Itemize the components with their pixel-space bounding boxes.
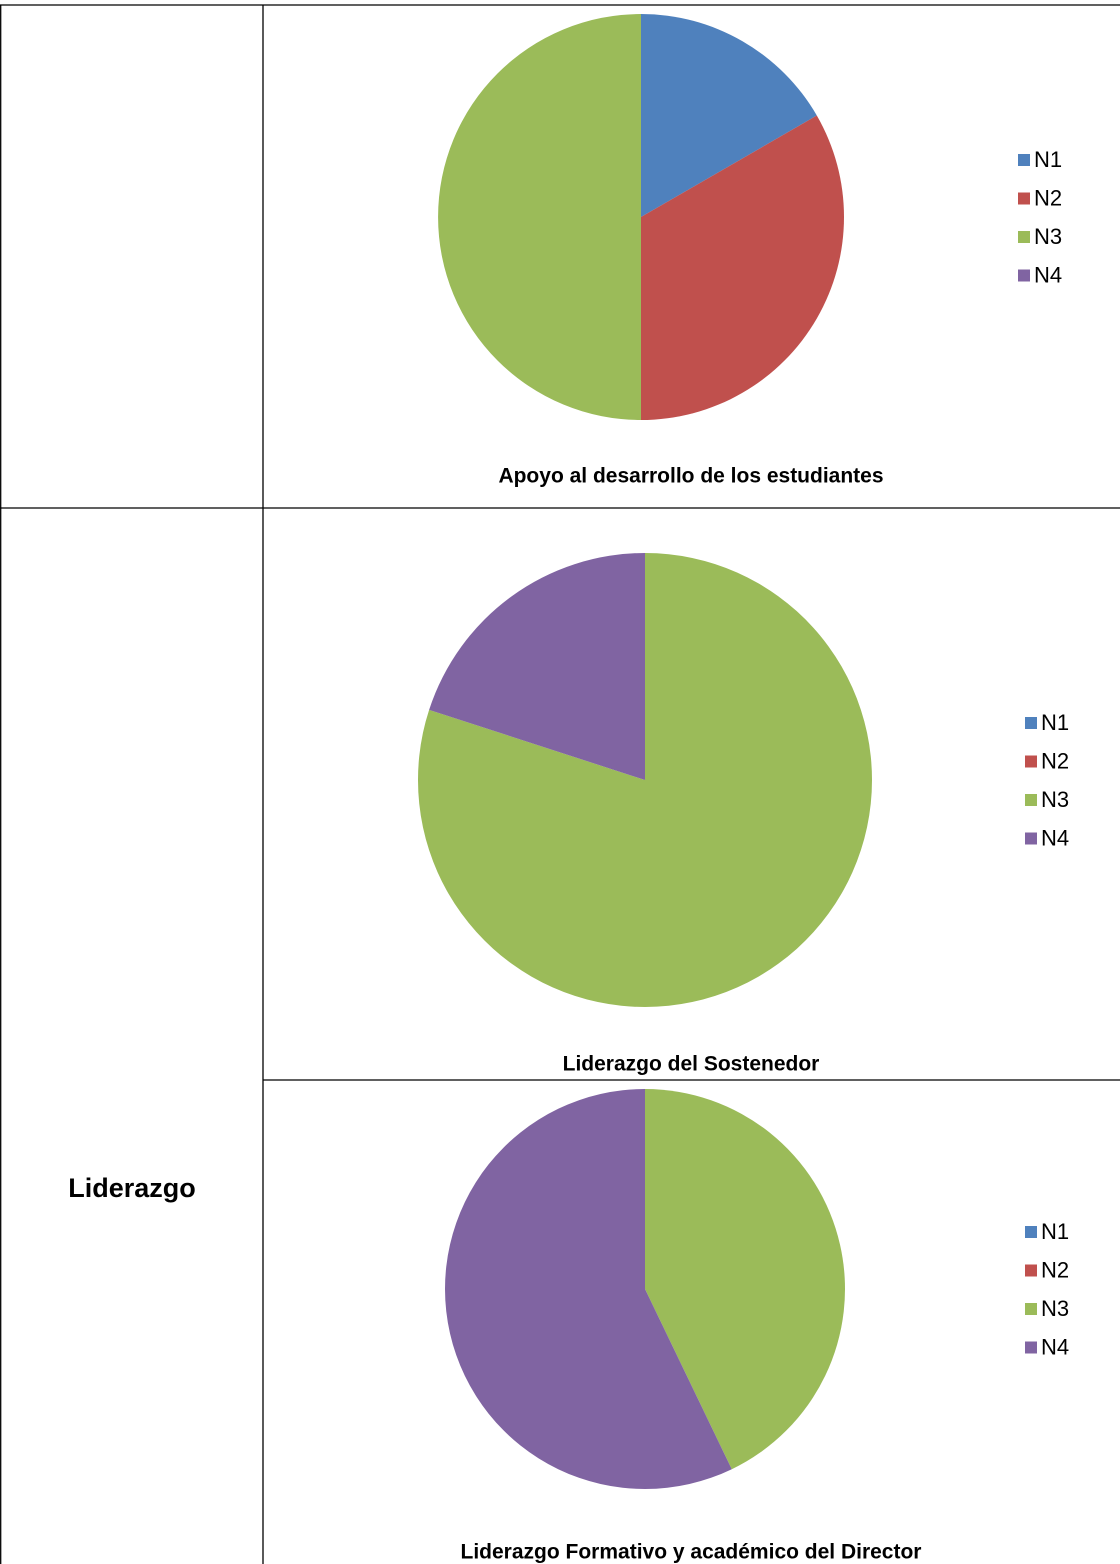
pie-slice xyxy=(438,14,641,420)
pie-slice xyxy=(444,1089,732,1489)
legend-label: N2 xyxy=(1034,185,1062,210)
legend-label: N3 xyxy=(1034,224,1062,249)
legend-swatch xyxy=(1025,717,1037,729)
legend-label: N4 xyxy=(1041,1334,1069,1359)
pie-slice xyxy=(429,553,645,780)
chart-title: Apoyo al desarrollo de los estudiantes xyxy=(498,465,883,488)
legend-label: N4 xyxy=(1034,262,1062,287)
legend-label: N4 xyxy=(1041,825,1069,850)
pie-slice xyxy=(641,14,817,217)
legend-label: N1 xyxy=(1034,147,1062,172)
chart-title: Liderazgo del Sostenedor xyxy=(563,1053,820,1076)
legend-swatch xyxy=(1025,1226,1037,1238)
legend-swatch xyxy=(1025,1341,1037,1354)
legend-swatch xyxy=(1025,755,1037,768)
pie-slice xyxy=(641,115,844,420)
legend-swatch xyxy=(1025,1303,1037,1315)
legend-label: N2 xyxy=(1041,748,1069,773)
legend-swatch xyxy=(1018,231,1030,243)
legend-swatch xyxy=(1018,154,1030,166)
row-label: Liderazgo xyxy=(68,1173,196,1203)
chart-title: Liderazgo Formativo y académico del Dire… xyxy=(461,1541,922,1564)
legend-swatch xyxy=(1018,269,1030,282)
legend-label: N1 xyxy=(1041,710,1069,735)
legend-swatch xyxy=(1025,832,1037,845)
pie-slice xyxy=(645,1089,845,1470)
legend-swatch xyxy=(1025,1264,1037,1277)
legend-label: N2 xyxy=(1041,1257,1069,1282)
legend-swatch xyxy=(1018,192,1030,205)
legend-label: N1 xyxy=(1041,1219,1069,1244)
legend-label: N3 xyxy=(1041,787,1069,812)
legend-label: N3 xyxy=(1041,1296,1069,1321)
legend-swatch xyxy=(1025,794,1037,806)
